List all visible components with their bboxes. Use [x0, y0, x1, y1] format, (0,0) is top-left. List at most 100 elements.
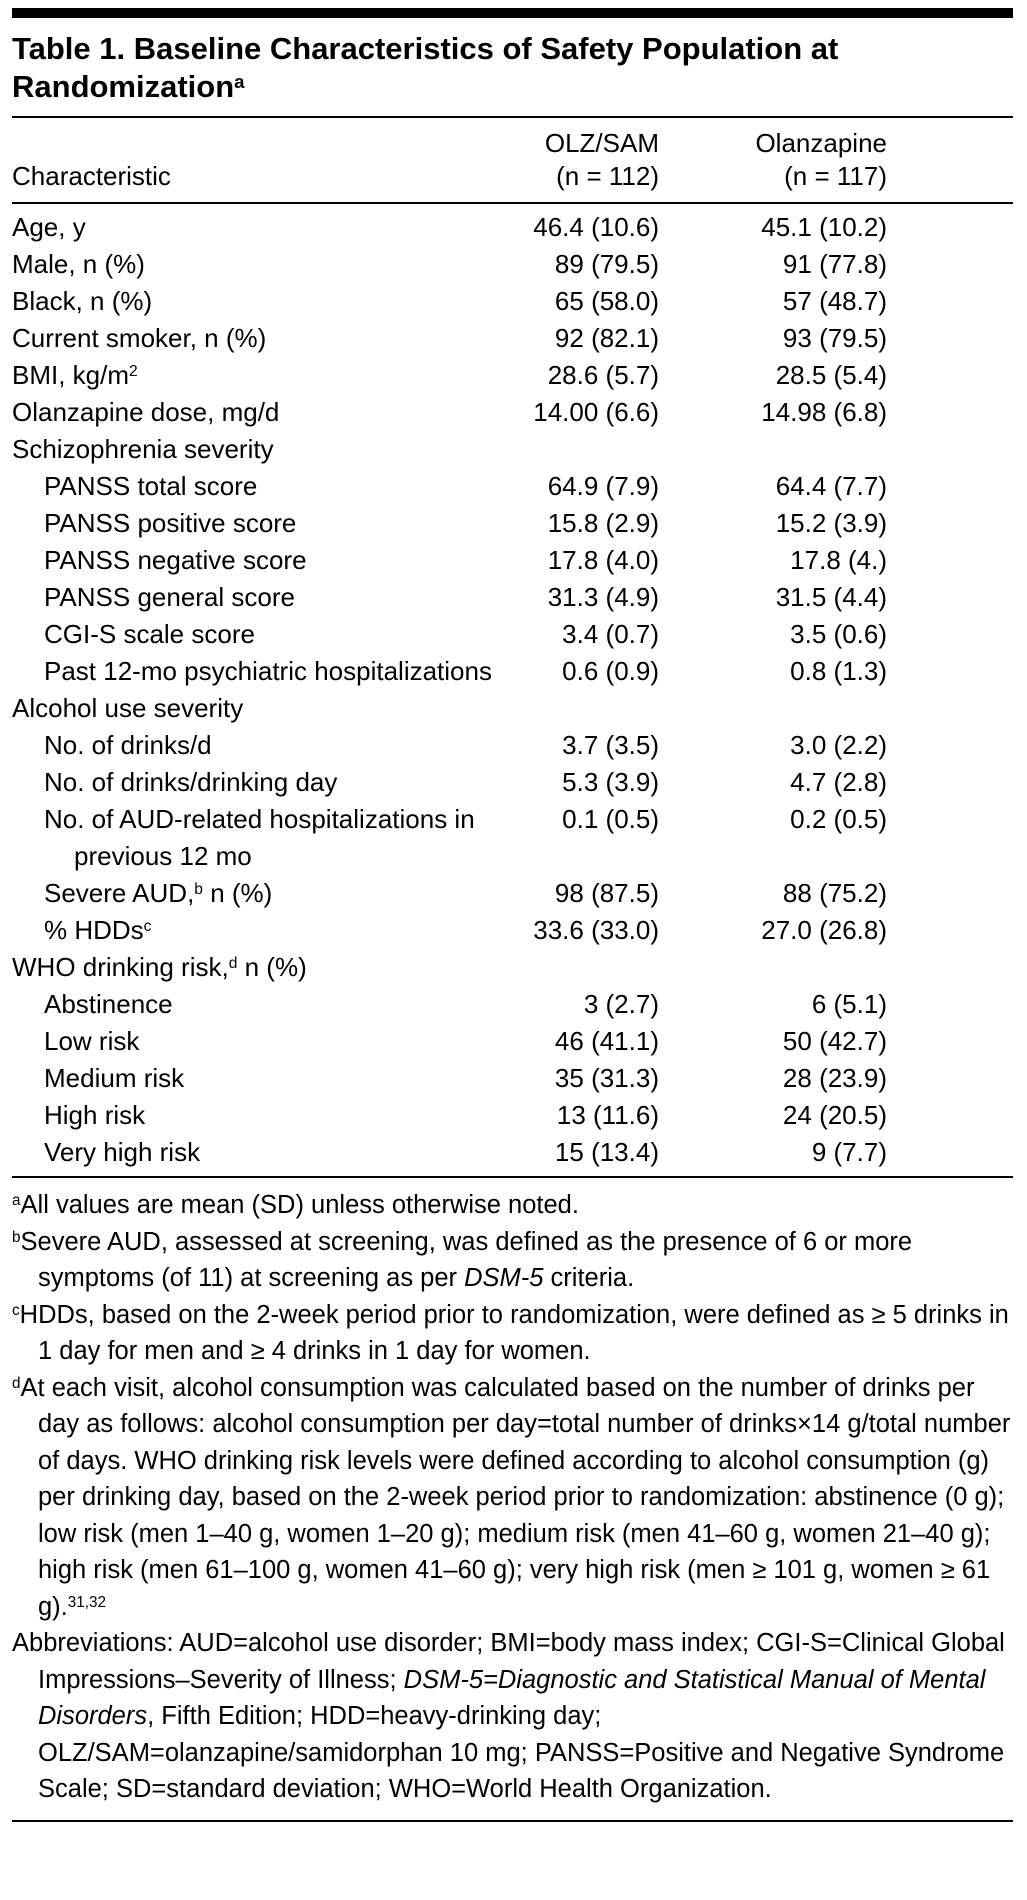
footnote-segment: criteria. [543, 1264, 635, 1292]
row-value-olzsam: 65 (58.0) [554, 286, 659, 316]
row-label: Black, n (%) [12, 283, 509, 320]
divider-below-body [12, 1176, 1013, 1178]
row-value-olzsam: 5.3 (3.9) [562, 767, 659, 797]
row-value-olanzapine: 9 (7.7) [811, 1137, 887, 1167]
row-value-olzsam: 17.8 (4.0) [547, 545, 659, 575]
footnote-segment: HDDs, based on the 2-week period prior t… [19, 1300, 1009, 1366]
footnote-text: All values are mean (SD) unless otherwis… [21, 1191, 579, 1219]
row-label-footnote-marker: c [143, 918, 152, 936]
row-label: Low risk [12, 1023, 509, 1060]
table-row: High risk 13 (11.6) 24 (20.5) [12, 1097, 1013, 1134]
row-label: No. of AUD-related hospitalizations in p… [12, 801, 509, 875]
table-row: Low risk 46 (41.1) 50 (42.7) [12, 1023, 1013, 1060]
table-row: Current smoker, n (%) 92 (82.1) 93 (79.5… [12, 320, 1013, 357]
row-value-olzsam: 89 (79.5) [554, 249, 659, 279]
footnote-marker: b [12, 1228, 21, 1246]
footnotes: aAll values are mean (SD) unless otherwi… [12, 1178, 1013, 1820]
footnote: dAt each visit, alcohol consumption was … [12, 1370, 1013, 1626]
row-label-text: Low risk [44, 1026, 140, 1056]
row-label-text: No. of AUD-related hospitalizations in p… [44, 804, 475, 871]
row-value-olanzapine: 3.5 (0.6) [790, 619, 887, 649]
table-row: Past 12-mo psychiatric hospitalizations … [12, 653, 1013, 690]
footnote-segment: At each visit, alcohol consumption was c… [20, 1373, 1011, 1621]
row-value-olanzapine: 0.2 (0.5) [790, 804, 887, 834]
bottom-margin [12, 1822, 1013, 1842]
row-value-olzsam: 0.1 (0.5) [562, 804, 659, 834]
row-value-olanzapine: 88 (75.2) [782, 878, 887, 908]
row-label-footnote-marker: b [194, 881, 203, 899]
row-value-olanzapine: 93 (79.5) [782, 323, 887, 353]
table-row: CGI-S scale score 3.4 (0.7) 3.5 (0.6) [12, 616, 1013, 653]
row-value-olzsam: 31.3 (4.9) [547, 582, 659, 612]
footnote-text: Severe AUD, assessed at screening, was d… [21, 1228, 913, 1293]
table-row: PANSS total score 64.9 (7.9) 64.4 (7.7) [12, 468, 1013, 505]
row-label: Current smoker, n (%) [12, 320, 509, 357]
row-value-olzsam: 46 (41.1) [554, 1026, 659, 1056]
row-label-footnote-marker: 2 [129, 363, 138, 381]
footnote-text: Abbreviations: AUD=alcohol use disorder;… [12, 1629, 1005, 1803]
row-label-text: Past 12-mo psychiatric hospitalizations [44, 656, 492, 686]
row-label-text: Black, n (%) [12, 286, 153, 316]
row-label-text: Age, y [12, 212, 86, 242]
row-label-text: Current smoker, n (%) [12, 323, 267, 353]
row-label: Schizophrenia severity [12, 431, 509, 468]
row-label: Very high risk [12, 1134, 509, 1171]
table-title-text: Table 1. Baseline Characteristics of Saf… [12, 31, 839, 104]
row-value-olanzapine: 24 (20.5) [782, 1100, 887, 1130]
table-top-rule [12, 8, 1013, 18]
row-value-olzsam: 15.8 (2.9) [547, 508, 659, 538]
row-label: No. of drinks/drinking day [12, 764, 509, 801]
table-header-row: Characteristic OLZ/SAM (n = 112) Olanzap… [12, 118, 1013, 202]
row-label-text: Olanzapine dose, mg/d [12, 397, 280, 427]
row-label-text: CGI-S scale score [44, 619, 255, 649]
row-label: WHO drinking risk,d n (%) [12, 949, 509, 986]
row-value-olzsam: 13 (11.6) [556, 1100, 659, 1130]
footnote-segment: DSM-5=Diagnostic and Statistical Manual … [38, 1665, 986, 1731]
row-label-text: Alcohol use severity [12, 693, 244, 723]
row-label-text: Severe AUD, [44, 878, 195, 908]
row-value-olzsam: 28.6 (5.7) [547, 360, 659, 390]
table-bottom-rule [12, 1819, 1013, 1822]
row-label: Olanzapine dose, mg/d [12, 394, 509, 431]
footnote: bSevere AUD, assessed at screening, was … [12, 1224, 1013, 1297]
column-header-olzsam-name: OLZ/SAM [544, 128, 659, 158]
row-label-text: Abstinence [44, 989, 173, 1019]
row-label: % HDDsc [12, 912, 509, 949]
footnote-segment: Abbreviations: AUD=alcohol use disorder;… [12, 1629, 1005, 1694]
table-row: Alcohol use severity [12, 690, 1013, 727]
row-value-olzsam: 14.00 (6.6) [533, 397, 659, 427]
row-label-text: WHO drinking risk, [12, 952, 229, 982]
row-value-olzsam: 3.4 (0.7) [562, 619, 659, 649]
table-row: Very high risk 15 (13.4) 9 (7.7) [12, 1134, 1013, 1171]
divider-below-title [12, 116, 1013, 118]
column-header-olzsam: OLZ/SAM (n = 112) [509, 127, 659, 193]
table-title-footnote-marker: a [234, 70, 245, 92]
footnote: aAll values are mean (SD) unless otherwi… [12, 1187, 1013, 1224]
row-label-suffix: n (%) [237, 952, 307, 982]
row-label: CGI-S scale score [12, 616, 509, 653]
row-label-text: % HDDs [44, 915, 144, 945]
row-label-text: PANSS general score [44, 582, 295, 612]
table-row: PANSS positive score 15.8 (2.9) 15.2 (3.… [12, 505, 1013, 542]
row-value-olanzapine: 15.2 (3.9) [775, 508, 887, 538]
row-value-olanzapine: 45.1 (10.2) [761, 212, 887, 242]
footnote: Abbreviations: AUD=alcohol use disorder;… [12, 1625, 1013, 1808]
row-label: Medium risk [12, 1060, 509, 1097]
row-value-olanzapine: 31.5 (4.4) [775, 582, 887, 612]
row-label-text: PANSS negative score [44, 545, 307, 575]
row-value-olzsam: 15 (13.4) [554, 1137, 659, 1167]
row-value-olzsam: 3 (2.7) [583, 989, 659, 1019]
row-value-olzsam: 64.9 (7.9) [547, 471, 659, 501]
column-header-olzsam-n: (n = 112) [556, 161, 659, 191]
row-label: PANSS general score [12, 579, 509, 616]
footnote-marker: c [12, 1301, 20, 1319]
footnote-text: HDDs, based on the 2-week period prior t… [20, 1301, 1009, 1366]
row-value-olzsam: 98 (87.5) [554, 878, 659, 908]
row-value-olanzapine: 57 (48.7) [782, 286, 887, 316]
column-header-olanzapine-n: (n = 117) [784, 161, 887, 191]
row-label-text: High risk [44, 1100, 146, 1130]
table-row: Olanzapine dose, mg/d 14.00 (6.6) 14.98 … [12, 394, 1013, 431]
row-value-olanzapine: 4.7 (2.8) [790, 767, 887, 797]
table-row: WHO drinking risk,d n (%) [12, 949, 1013, 986]
footnote-segment: All values are mean (SD) unless otherwis… [20, 1191, 579, 1219]
